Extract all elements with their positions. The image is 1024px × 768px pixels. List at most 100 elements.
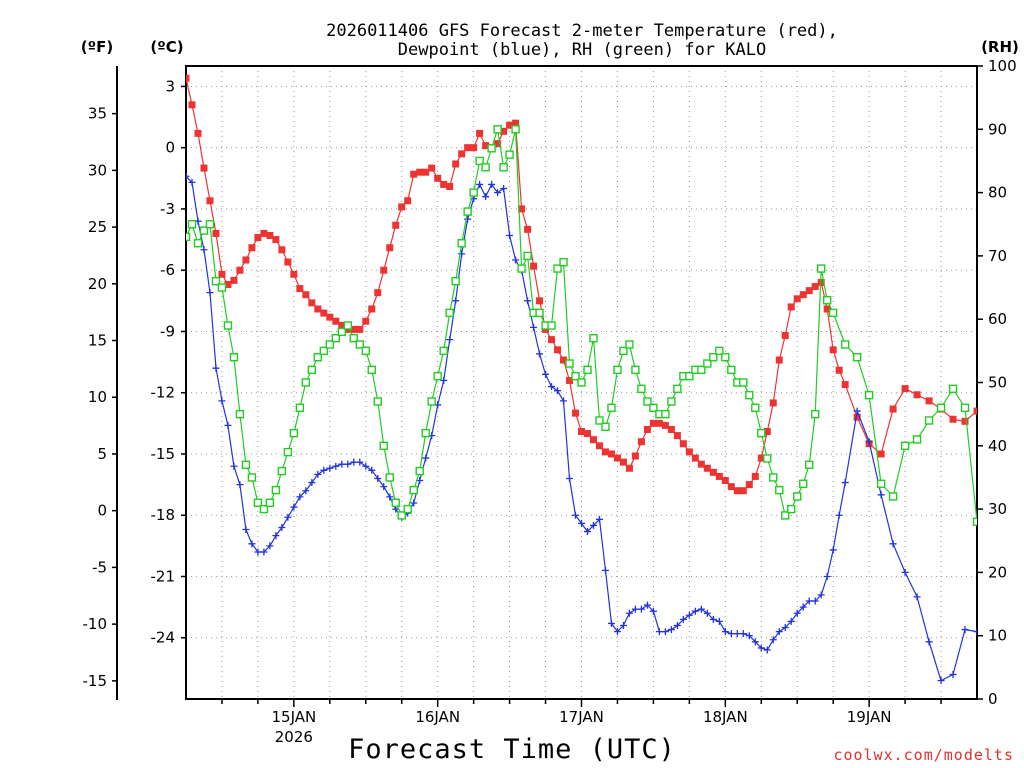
dewpoint-point: [386, 493, 394, 501]
rh-point: [673, 384, 682, 394]
temperature-point: [661, 421, 669, 429]
temperature-point: [410, 170, 418, 178]
dewpoint-point: [763, 646, 771, 654]
rh-point: [565, 359, 574, 368]
dewpoint-point: [236, 481, 244, 489]
dewpoint-point: [709, 615, 717, 623]
rh-tick-label: 20: [988, 563, 1007, 581]
temperature-point: [572, 409, 580, 417]
temperature-point: [751, 472, 759, 480]
dewpoint-point: [188, 178, 196, 186]
rh-point: [775, 485, 784, 495]
rh-point: [277, 466, 287, 476]
rh-point: [511, 125, 520, 134]
rh-point: [816, 264, 826, 273]
temperature-point: [829, 346, 837, 354]
rh-point: [265, 498, 275, 507]
rh-point: [739, 378, 748, 387]
temperature-point: [470, 144, 478, 152]
rh-point: [972, 517, 977, 526]
celsius-tick-label: -9: [160, 322, 175, 340]
rh-tick-label: 70: [988, 247, 1007, 265]
rh-point: [523, 251, 532, 261]
rh-tick-label: 40: [988, 437, 1007, 455]
temperature-point: [799, 291, 807, 299]
fahrenheit-tick-label: 10: [88, 388, 107, 406]
x-tick-label: 17JAN: [559, 708, 604, 726]
rh-point: [811, 409, 820, 419]
temperature-point: [703, 464, 711, 472]
rh-point: [601, 422, 610, 432]
dewpoint-point: [787, 617, 795, 625]
temperature-point: [428, 164, 436, 172]
dewpoint-point: [625, 609, 633, 617]
dewpoint-point: [637, 605, 645, 613]
rh-point: [409, 485, 418, 495]
dewpoint-point: [512, 256, 520, 264]
dewpoint-point: [973, 628, 977, 636]
rh-point: [595, 416, 604, 425]
rh-point: [301, 378, 311, 387]
dewpoint-series: [186, 172, 977, 685]
rh-point: [487, 144, 496, 153]
dewpoint-point: [548, 383, 556, 391]
temperature-point: [266, 231, 274, 239]
temperature-point: [949, 415, 957, 423]
dewpoint-point: [649, 607, 657, 615]
dewpoint-point: [446, 336, 454, 344]
rh-unit-label: (RH): [981, 38, 1019, 56]
rh-point: [985, 550, 992, 557]
dewpoint-point: [877, 491, 885, 499]
fahrenheit-tick-label: 15: [88, 332, 107, 350]
rh-point: [241, 460, 251, 469]
temperature-point: [745, 481, 753, 489]
dewpoint-point: [410, 499, 418, 507]
dewpoint-point: [356, 458, 364, 466]
dewpoint-point: [278, 523, 286, 531]
dewpoint-point: [835, 511, 843, 519]
dewpoint-point: [817, 591, 825, 599]
temperature-point: [578, 428, 585, 436]
temperature-point: [601, 448, 609, 456]
temperature-point: [973, 407, 977, 415]
fahrenheit-tick-label: 35: [88, 105, 107, 123]
dewpoint-point: [254, 548, 262, 556]
dewpoint-point: [853, 407, 861, 415]
temperature-point: [494, 140, 502, 148]
temperature-point: [583, 430, 591, 438]
temperature-point: [308, 299, 316, 307]
rh-point: [787, 504, 796, 514]
dewpoint-point: [679, 615, 687, 623]
rh-point: [589, 333, 598, 343]
dewpoint-point: [793, 609, 801, 617]
temperature-point: [500, 127, 508, 135]
temperature-point: [392, 221, 400, 229]
rh-point: [888, 492, 898, 501]
rh-point: [493, 125, 502, 134]
rh-tick-label: 50: [988, 374, 1007, 392]
dewpoint-point: [464, 215, 472, 223]
temperature-point: [356, 325, 364, 333]
dewpoint-point: [308, 479, 316, 487]
dewpoint-point: [595, 515, 603, 523]
dewpoint-point: [452, 297, 460, 305]
rh-point: [283, 447, 293, 457]
dewpoint-point: [482, 193, 490, 201]
temperature-point: [823, 305, 831, 313]
rh-point: [223, 321, 233, 330]
dewpoint-point: [715, 617, 723, 625]
temperature-point: [655, 419, 663, 427]
x-tick-label: 18JAN: [703, 708, 748, 726]
rh-point: [828, 308, 838, 318]
fahrenheit-tick-label: 5: [97, 445, 107, 463]
rh-point: [697, 365, 706, 375]
temperature-point: [961, 417, 969, 425]
temperature-point: [398, 203, 406, 211]
dewpoint-point: [667, 626, 675, 634]
rh-point: [577, 378, 586, 387]
x-tick-sublabel: 2026: [275, 728, 313, 746]
rh-point: [709, 352, 718, 362]
dewpoint-point: [691, 607, 699, 615]
temperature-point: [404, 197, 412, 205]
